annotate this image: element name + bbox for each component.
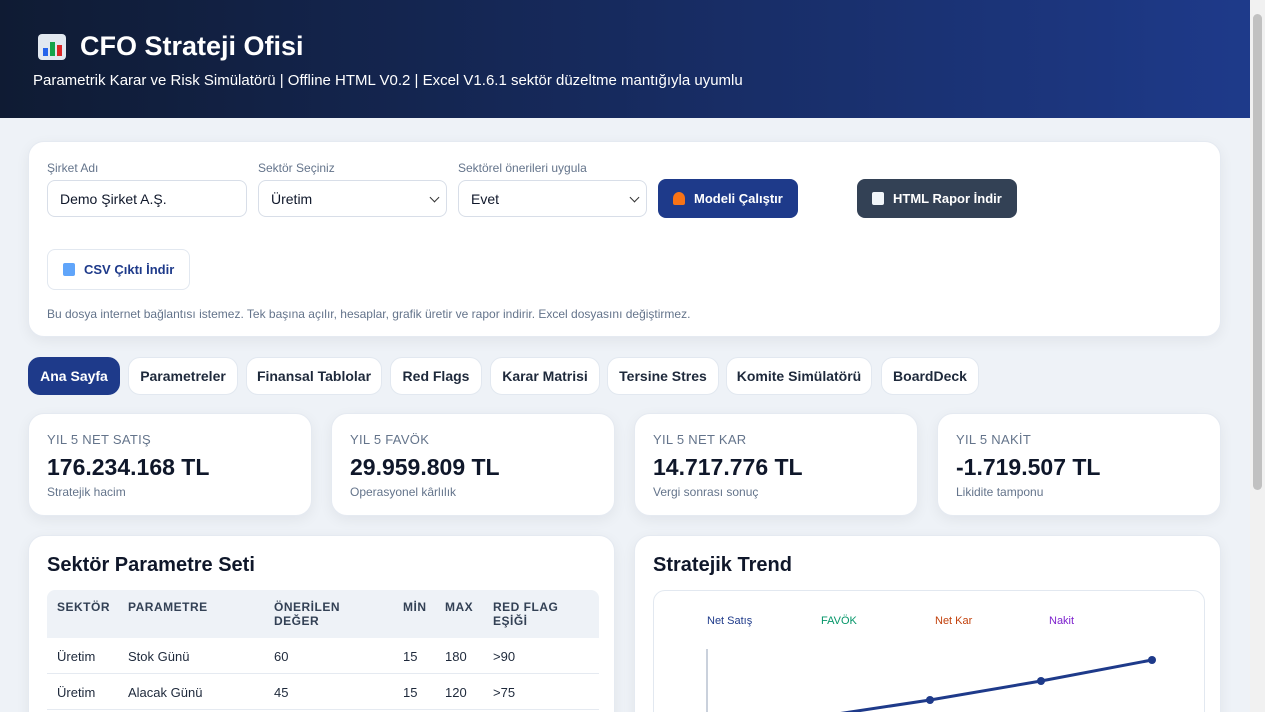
tab[interactable]: Tersine Stres — [607, 357, 719, 395]
table-cell: 180 — [445, 649, 467, 664]
table-cell: 60 — [274, 649, 289, 664]
select-value: Üretim — [271, 191, 313, 207]
trend-chart: Net Satış FAVÖK Net Kar Nakit — [653, 590, 1205, 712]
table-cell: >75 — [493, 685, 516, 700]
kpi-card: YIL 5 NAKİT -1.719.507 TL Likidite tamponu — [937, 413, 1221, 516]
trend-point — [926, 696, 934, 704]
card-title: Sektör Parametre Seti — [47, 554, 255, 576]
tab[interactable]: Parametreler — [128, 357, 238, 395]
trend-point — [1148, 656, 1156, 664]
trend-plot — [706, 649, 1156, 712]
kpi-caption: Vergi sonrası sonuç — [653, 485, 759, 499]
kpi-card: YIL 5 FAVÖK 29.959.809 TL Operasyonel kârl… — [331, 413, 615, 516]
column-header: SEKTÖR — [57, 600, 111, 614]
company-input[interactable]: Demo Şirket A.Ş. — [47, 180, 247, 217]
kpi-card: YIL 5 NET SATIŞ 176.234.168 TL Stratejik h… — [28, 413, 312, 516]
tab[interactable]: Komite Simülatörü — [726, 357, 872, 395]
card-title: Stratejik Trend — [653, 554, 792, 576]
table-cell: Alacak Günü — [128, 685, 203, 700]
tab[interactable]: Red Flags — [390, 357, 482, 395]
kpi-value: 14.717.776 TL — [653, 454, 803, 480]
kpi-caption: Stratejik hacim — [47, 485, 126, 499]
control-card: Şirket Adı Demo Şirket A.Ş. Sektör Seçin… — [28, 141, 1221, 337]
trend-card: Stratejik Trend Net Satış FAVÖK Net Kar Nak… — [634, 535, 1221, 712]
kpi-value: 176.234.168 TL — [47, 454, 210, 480]
app-subtitle: Parametrik Karar ve Risk Simülatörü | Of… — [33, 72, 743, 89]
tab[interactable]: Ana Sayfa — [28, 357, 120, 395]
table-cell: >90 — [493, 649, 516, 664]
row-divider — [47, 709, 599, 710]
field-label: Sektör Seçiniz — [258, 161, 335, 175]
table-cell: Üretim — [57, 649, 96, 664]
column-header: RED FLAG EŞİĞİ — [493, 600, 559, 628]
kpi-label: YIL 5 NET SATIŞ — [47, 432, 151, 447]
row-divider — [47, 673, 599, 674]
kpi-value: -1.719.507 TL — [956, 454, 1101, 480]
button-label: Modeli Çalıştır — [694, 191, 783, 206]
header: CFO Strateji Ofisi Parametrik Karar ve R… — [0, 0, 1250, 118]
table-cell: Üretim — [57, 685, 96, 700]
kpi-card: YIL 5 NET KAR 14.717.776 TL Vergi sonrası … — [634, 413, 918, 516]
tab[interactable]: BoardDeck — [881, 357, 979, 395]
table-header — [47, 590, 599, 638]
scrollbar[interactable] — [1250, 0, 1265, 712]
sector-select[interactable]: Üretim — [258, 180, 447, 217]
legend-item: FAVÖK — [821, 615, 857, 627]
kpi-value: 29.959.809 TL — [350, 454, 500, 480]
kpi-label: YIL 5 NAKİT — [956, 432, 1032, 447]
html-report-button[interactable]: HTML Rapor İndir — [857, 179, 1017, 218]
field-label: Şirket Adı — [47, 161, 99, 175]
logo-icon — [38, 34, 66, 60]
tab[interactable]: Karar Matrisi — [490, 357, 600, 395]
sector-card: Sektör Parametre Seti SEKTÖR PARAMETRE ÖNE… — [28, 535, 615, 712]
table-cell: 45 — [274, 685, 289, 700]
kpi-label: YIL 5 NET KAR — [653, 432, 747, 447]
kpi-caption: Operasyonel kârlılık — [350, 485, 457, 499]
kpi-caption: Likidite tamponu — [956, 485, 1044, 499]
legend-item: Nakit — [1049, 615, 1075, 627]
field-label: Sektörel önerileri uygula — [458, 161, 587, 175]
table-cell: Stok Günü — [128, 649, 190, 664]
select-value: Evet — [471, 191, 500, 207]
column-header: MİN — [403, 600, 427, 614]
app-title: CFO Strateji Ofisi — [80, 31, 304, 61]
apply-select[interactable]: Evet — [458, 180, 647, 217]
legend-item: Net Kar — [935, 615, 973, 627]
table-cell: 15 — [403, 685, 418, 700]
scrollbar-thumb[interactable] — [1253, 14, 1262, 490]
table-cell: 120 — [445, 685, 467, 700]
column-header: PARAMETRE — [128, 600, 208, 614]
trend-point — [1037, 677, 1045, 685]
trend-line — [840, 658, 1153, 712]
column-header: ÖNERİLEN DEĞER — [274, 600, 341, 628]
column-header: MAX — [445, 600, 474, 614]
note: Bu dosya internet bağlantısı istemez. Te… — [47, 307, 691, 321]
button-label: CSV Çıktı İndir — [84, 262, 175, 277]
kpi-label: YIL 5 FAVÖK — [350, 432, 430, 447]
run-button[interactable]: Modeli Çalıştır — [658, 179, 798, 218]
table-cell: 15 — [403, 649, 418, 664]
csv-button[interactable]: CSV Çıktı İndir — [47, 249, 190, 290]
sector-table: SEKTÖR PARAMETRE ÖNERİLEN DEĞER MİN MAX RED F… — [47, 590, 599, 712]
legend-item: Net Satış — [707, 615, 753, 627]
button-label: HTML Rapor İndir — [893, 191, 1002, 206]
tab[interactable]: Finansal Tablolar — [246, 357, 382, 395]
